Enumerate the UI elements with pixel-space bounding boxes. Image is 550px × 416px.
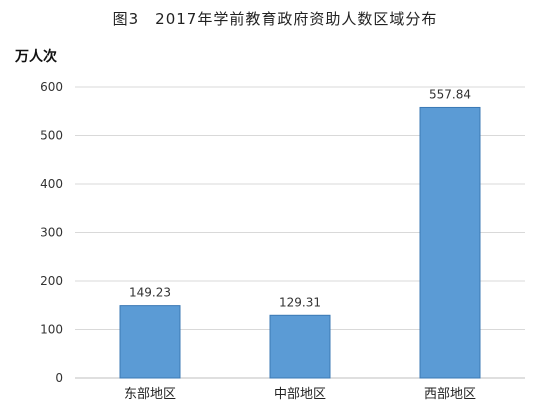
y-tick-label: 300 (40, 226, 63, 240)
y-tick-label: 400 (40, 177, 63, 191)
data-label: 557.84 (429, 87, 471, 101)
bar (119, 305, 181, 379)
chart-title: 图3 2017年学前教育政府资助人数区域分布 (112, 10, 438, 28)
x-tick-label: 东部地区 (124, 387, 176, 402)
y-tick-label: 500 (40, 129, 63, 143)
bar (269, 314, 331, 379)
y-tick-label: 100 (40, 323, 63, 337)
y-axis-unit-label: 万人次 (15, 49, 57, 65)
y-tick-label: 0 (55, 371, 63, 385)
data-label: 129.31 (279, 295, 321, 309)
data-label: 149.23 (129, 286, 171, 300)
y-tick-label: 200 (40, 274, 63, 288)
x-tick-label: 西部地区 (424, 387, 476, 402)
y-tick-label: 600 (40, 80, 63, 94)
bar (419, 106, 481, 379)
x-tick-label: 中部地区 (274, 387, 326, 402)
